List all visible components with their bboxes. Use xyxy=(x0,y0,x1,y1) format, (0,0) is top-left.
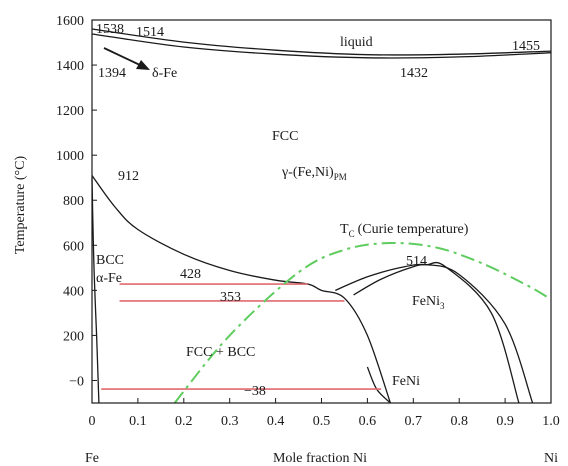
x-tick-label: 0.2 xyxy=(175,414,193,429)
label-alpha-fe: α-Fe xyxy=(96,271,122,286)
overlay-lines xyxy=(101,241,552,404)
gamma-main: γ-(Fe,Ni) xyxy=(281,165,334,180)
y-tick-label: 200 xyxy=(63,329,84,344)
y-tick-label: 1600 xyxy=(56,14,84,29)
delta-fe-arrow xyxy=(103,47,150,70)
label-curie: TC (Curie temperature) xyxy=(340,222,469,239)
y-tick-label: 1200 xyxy=(56,104,84,119)
phase-boundary-0 xyxy=(91,33,552,59)
label-1538: 1538 xyxy=(96,22,124,37)
label-bcc: BCC xyxy=(96,253,124,268)
label-fcc: FCC xyxy=(272,129,298,144)
label-353: 353 xyxy=(220,290,241,305)
x-tick-label: 0.5 xyxy=(313,414,331,429)
x-tick-label: 0 xyxy=(89,414,96,429)
feni3-main: FeNi xyxy=(412,294,440,309)
x-tick-label: 0.3 xyxy=(221,414,239,429)
x-axis: 0 0.1 0.2 0.3 0.4 0.5 0.6 0.7 0.8 0.9 1.0 xyxy=(89,398,560,429)
phase-boundary-2 xyxy=(91,175,392,404)
y-axis: −0 200 400 600 800 1000 1200 1400 1600 xyxy=(56,14,97,389)
label-gamma-fe-ni: γ-(Fe,Ni)PM xyxy=(281,165,347,182)
x-tick-label: 0.9 xyxy=(496,414,514,429)
x-tick-label: 0.4 xyxy=(267,414,285,429)
y-tick-label: 1400 xyxy=(56,59,84,74)
phase-boundary-1 xyxy=(91,28,552,56)
curie-subscript: C xyxy=(349,229,355,239)
phase-boundary-6 xyxy=(366,366,391,404)
annotations: 1538 1514 liquid 1455 1394 δ-Fe 1432 FCC… xyxy=(96,22,540,399)
label-1432: 1432 xyxy=(400,66,428,81)
x-tick-label: 1.0 xyxy=(542,414,560,429)
phase-boundary-5 xyxy=(353,261,520,404)
y-tick-label: −0 xyxy=(69,374,84,389)
y-tick-label: 600 xyxy=(63,239,84,254)
label-delta-fe: δ-Fe xyxy=(152,66,177,81)
label-feni: FeNi xyxy=(392,374,420,389)
label-514: 514 xyxy=(406,254,427,269)
x-end-right-label: Ni xyxy=(544,451,558,466)
x-axis-title: Mole fraction Ni xyxy=(273,451,367,466)
label-1514: 1514 xyxy=(136,25,164,40)
boundary-curves xyxy=(91,28,552,404)
y-tick-label: 1000 xyxy=(56,149,84,164)
label-fcc-bcc: FCC + BCC xyxy=(186,345,255,360)
label-liquid: liquid xyxy=(340,35,373,50)
x-end-left-label: Fe xyxy=(85,451,99,466)
feni3-subscript: 3 xyxy=(440,301,445,311)
y-tick-label: 400 xyxy=(63,284,84,299)
label-feni3: FeNi3 xyxy=(412,294,445,311)
curie-T: T xyxy=(340,222,349,237)
arrow-shaft xyxy=(103,47,143,67)
label-428: 428 xyxy=(180,267,201,282)
x-tick-label: 0.6 xyxy=(359,414,377,429)
curie-text: (Curie temperature) xyxy=(358,222,469,237)
label-1394: 1394 xyxy=(98,66,126,81)
arrow-head xyxy=(136,60,150,70)
y-axis-title: Temperature (°C) xyxy=(13,156,28,255)
x-tick-label: 0.1 xyxy=(129,414,147,429)
x-tick-label: 0.8 xyxy=(450,414,468,429)
curie-temperature-line xyxy=(173,241,552,404)
gamma-subscript: PM xyxy=(334,172,347,182)
label-minus-38: −38 xyxy=(244,384,266,399)
phase-boundary-4 xyxy=(335,263,534,404)
label-912: 912 xyxy=(118,169,139,184)
x-tick-label: 0.7 xyxy=(405,414,423,429)
y-tick-label: 800 xyxy=(63,194,84,209)
label-1455: 1455 xyxy=(512,39,540,54)
